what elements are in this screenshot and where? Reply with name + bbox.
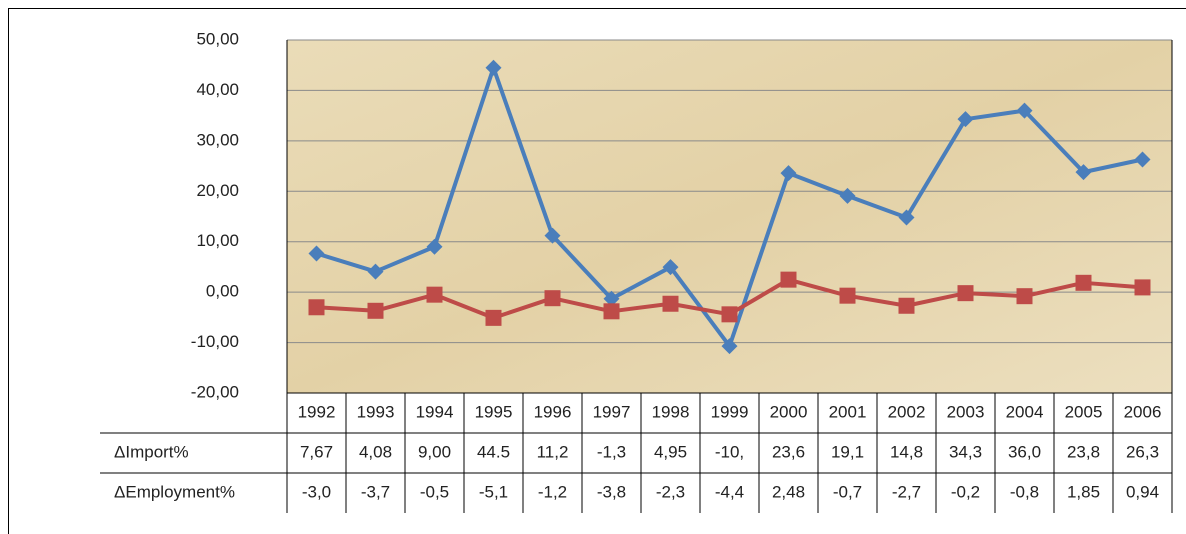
x-tick-label: 2006 (1124, 402, 1162, 421)
table-value: -3,8 (597, 482, 626, 501)
table-value: 44.5 (477, 442, 510, 461)
marker (1016, 102, 1033, 119)
marker (839, 187, 856, 204)
y-tick-label: 40,00 (196, 80, 239, 99)
table-value: 34,3 (949, 442, 982, 461)
marker (1075, 274, 1092, 291)
table-value: 4,08 (359, 442, 392, 461)
y-tick-label: -20,00 (191, 382, 239, 401)
marker (544, 227, 561, 244)
y-tick-label: 10,00 (196, 231, 239, 250)
x-tick-label: 1996 (534, 402, 572, 421)
table-value: 23,8 (1067, 442, 1100, 461)
table-value: 0,94 (1126, 482, 1159, 501)
marker (1016, 288, 1033, 305)
table-value: -4,4 (715, 482, 744, 501)
marker (485, 309, 502, 326)
marker (1134, 279, 1151, 296)
marker (426, 286, 443, 303)
table-value: -0,8 (1010, 482, 1039, 501)
x-tick-label: 1995 (475, 402, 513, 421)
table-value: 26,3 (1126, 442, 1159, 461)
marker (603, 303, 620, 320)
x-tick-label: 1994 (416, 402, 454, 421)
legend-label: ΔEmployment% (114, 482, 235, 501)
table-value: -0,2 (951, 482, 980, 501)
y-tick-label: 20,00 (196, 181, 239, 200)
x-tick-label: 2000 (770, 402, 808, 421)
table-value: -2,7 (892, 482, 921, 501)
x-tick-label: 1993 (357, 402, 395, 421)
marker (898, 297, 915, 314)
marker (839, 287, 856, 304)
y-tick-label: 0,00 (206, 282, 239, 301)
x-tick-label: 1997 (593, 402, 631, 421)
table-value: 19,1 (831, 442, 864, 461)
table-value: -10, (715, 442, 744, 461)
table-value: -2,3 (656, 482, 685, 501)
table-value: -0,7 (833, 482, 862, 501)
table-value: 2,48 (772, 482, 805, 501)
table-value: -3,7 (361, 482, 390, 501)
x-tick-label: 2005 (1065, 402, 1103, 421)
x-tick-label: 1999 (711, 402, 749, 421)
marker (957, 285, 974, 302)
marker (367, 263, 384, 280)
table-value: -1,3 (597, 442, 626, 461)
marker (1134, 151, 1151, 168)
marker (780, 165, 797, 182)
marker (957, 111, 974, 128)
plot-area (287, 40, 1172, 393)
marker (426, 238, 443, 255)
table-value: 11,2 (537, 442, 569, 461)
marker (721, 338, 738, 355)
table-value: 23,6 (772, 442, 805, 461)
table-value: -5,1 (479, 482, 508, 501)
marker (780, 271, 797, 288)
marker (721, 306, 738, 323)
table-value: 9,00 (418, 442, 451, 461)
marker (308, 245, 325, 262)
marker (898, 209, 915, 226)
marker (603, 290, 620, 307)
marker (544, 290, 561, 307)
table-value: -0,5 (420, 482, 449, 501)
x-tick-label: 2001 (829, 402, 867, 421)
y-tick-label: -10,00 (191, 332, 239, 351)
table-value: 36,0 (1008, 442, 1041, 461)
marker (662, 259, 679, 276)
x-tick-label: 2002 (888, 402, 926, 421)
x-tick-label: 2004 (1006, 402, 1044, 421)
table-value: 1,85 (1067, 482, 1100, 501)
x-tick-label: 1998 (652, 402, 690, 421)
table-value: -3,0 (302, 482, 331, 501)
x-tick-label: 2003 (947, 402, 985, 421)
legend-label: ΔImport% (114, 442, 189, 461)
marker (367, 302, 384, 319)
x-tick-label: 1992 (298, 402, 336, 421)
marker (662, 295, 679, 312)
table-value: 14,8 (890, 442, 923, 461)
table-value: -1,2 (538, 482, 567, 501)
y-tick-label: 50,00 (196, 29, 239, 48)
y-tick-label: 30,00 (196, 130, 239, 149)
chart-border (8, 8, 1186, 534)
table-value: 4,95 (654, 442, 687, 461)
table-value: 7,67 (300, 442, 333, 461)
marker (485, 59, 502, 76)
marker (308, 299, 325, 316)
marker (1075, 164, 1092, 181)
